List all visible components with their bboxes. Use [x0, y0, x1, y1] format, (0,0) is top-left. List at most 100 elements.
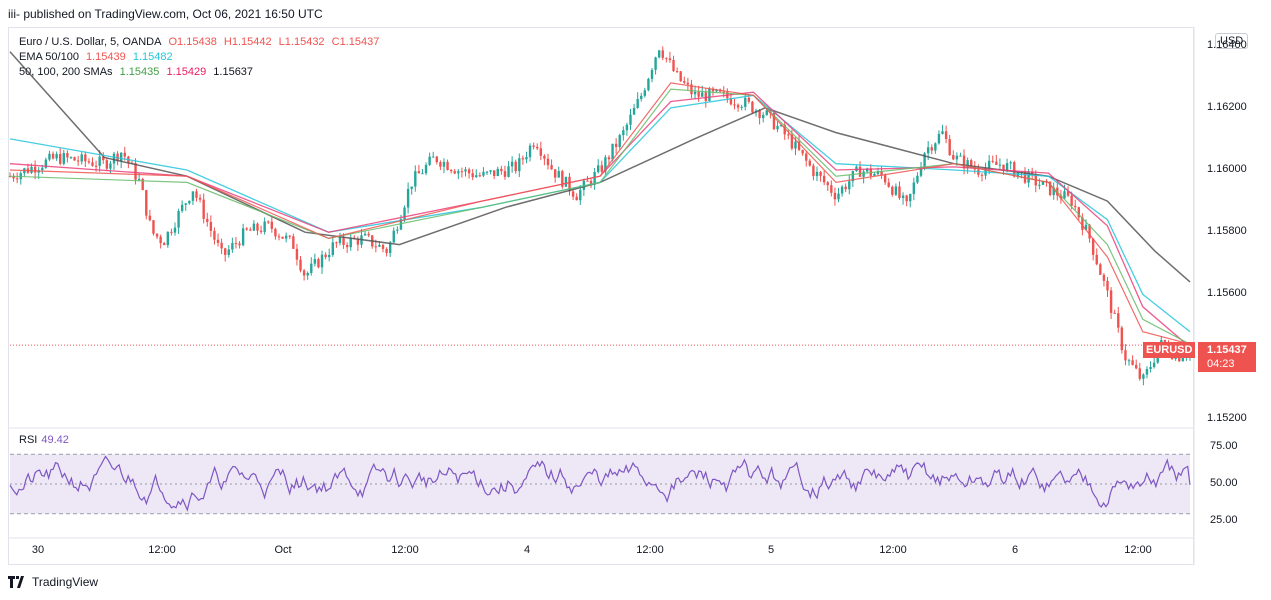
- candle-body: [12, 176, 15, 179]
- candle-body: [672, 60, 675, 72]
- price-tick-label: 1.15600: [1207, 287, 1247, 300]
- candle-body: [575, 196, 578, 201]
- candle-body: [1142, 374, 1145, 379]
- candle-body: [442, 161, 446, 167]
- candle-body: [740, 106, 743, 108]
- candle-body: [48, 153, 51, 160]
- candle-body: [159, 236, 162, 244]
- candle-body: [80, 154, 83, 162]
- symbol-price-tag: EURUSD: [1143, 342, 1196, 358]
- candle-body: [302, 270, 306, 276]
- candle-body: [640, 95, 643, 99]
- candle-body: [744, 97, 747, 107]
- candle-body: [970, 160, 973, 168]
- chart-legend: Euro / U.S. Dollar, 5, OANDA O1.15438 H1…: [19, 35, 383, 80]
- legend-ema50: 1.15439: [86, 51, 126, 63]
- candle-body: [830, 185, 833, 193]
- bar-countdown: 04:23: [1207, 358, 1235, 370]
- candle-body: [536, 146, 539, 149]
- candle-body: [216, 239, 220, 243]
- candle-body: [1102, 274, 1106, 281]
- candle-body: [747, 97, 751, 102]
- currency-button[interactable]: USD: [1215, 33, 1249, 49]
- candle-body: [654, 57, 657, 70]
- legend-close: C1.15437: [331, 36, 380, 48]
- candle-body: [597, 165, 600, 173]
- candle-body: [277, 236, 281, 238]
- candle-body: [1088, 224, 1091, 239]
- candle-body: [1131, 360, 1134, 365]
- candle-body: [625, 124, 629, 131]
- time-tick-label: 4: [523, 544, 531, 556]
- candle-body: [901, 195, 905, 198]
- candle-body: [532, 145, 535, 147]
- candle-body: [44, 159, 48, 168]
- candle-body: [916, 175, 919, 183]
- candle-body: [1041, 180, 1045, 185]
- candle-body: [722, 91, 725, 93]
- time-tick-label: 12:00: [391, 544, 419, 556]
- candle-body: [930, 147, 933, 151]
- candle-body: [299, 259, 302, 271]
- candle-body: [1077, 207, 1081, 218]
- candle-body: [485, 171, 489, 173]
- footer[interactable]: TradingView: [8, 575, 98, 589]
- candle-body: [349, 237, 352, 248]
- candle-body: [1099, 264, 1102, 275]
- candle-body: [220, 242, 223, 249]
- candle-body: [98, 156, 101, 166]
- time-tick-label: 5: [767, 544, 775, 556]
- candle-body: [995, 161, 998, 165]
- candle-body: [909, 193, 912, 202]
- candle-body: [944, 131, 948, 140]
- candle-body: [518, 158, 521, 172]
- candle-body: [683, 81, 686, 83]
- candle-body: [919, 167, 923, 176]
- sma50-line: [9, 88, 1191, 345]
- candle-body: [1027, 171, 1030, 183]
- candle-body: [1045, 180, 1048, 182]
- candle-body: [374, 246, 378, 248]
- candle-body: [500, 168, 503, 172]
- candle-body: [894, 186, 898, 195]
- candle-body: [363, 233, 367, 236]
- candle-body: [267, 221, 270, 223]
- candle-body: [661, 50, 664, 58]
- candle-body: [410, 186, 413, 189]
- candle-body: [1120, 327, 1124, 351]
- candle-body: [209, 221, 213, 231]
- candle-body: [704, 92, 708, 101]
- candle-body: [980, 174, 984, 176]
- candle-body: [1124, 350, 1127, 361]
- candle-body: [622, 130, 625, 136]
- candle-body: [338, 236, 342, 244]
- candle-body: [198, 197, 202, 200]
- candle-body: [987, 160, 991, 169]
- candle-body: [464, 169, 467, 172]
- candle-body: [797, 141, 801, 150]
- candle-body: [288, 235, 291, 237]
- candle-body: [252, 223, 256, 231]
- candle-body: [600, 165, 603, 172]
- candle-body: [553, 169, 557, 178]
- candle-body: [808, 160, 812, 166]
- candle-body: [690, 84, 693, 95]
- candle-body: [589, 180, 593, 185]
- candle-body: [152, 220, 155, 234]
- candle-body: [15, 178, 19, 180]
- sma200-line: [9, 51, 1191, 283]
- candle-body: [30, 166, 33, 173]
- candle-body: [833, 192, 837, 200]
- candle-body: [1023, 171, 1027, 183]
- candle-body: [191, 191, 195, 201]
- candle-body: [177, 210, 180, 228]
- legend-sma50: 1.15435: [119, 66, 160, 78]
- candle-body: [1066, 191, 1070, 196]
- candle-body: [819, 171, 822, 176]
- candle-body: [109, 163, 112, 169]
- candle-body: [367, 233, 370, 236]
- candle-body: [697, 91, 700, 97]
- candle-body: [650, 69, 654, 79]
- candle-body: [593, 172, 596, 185]
